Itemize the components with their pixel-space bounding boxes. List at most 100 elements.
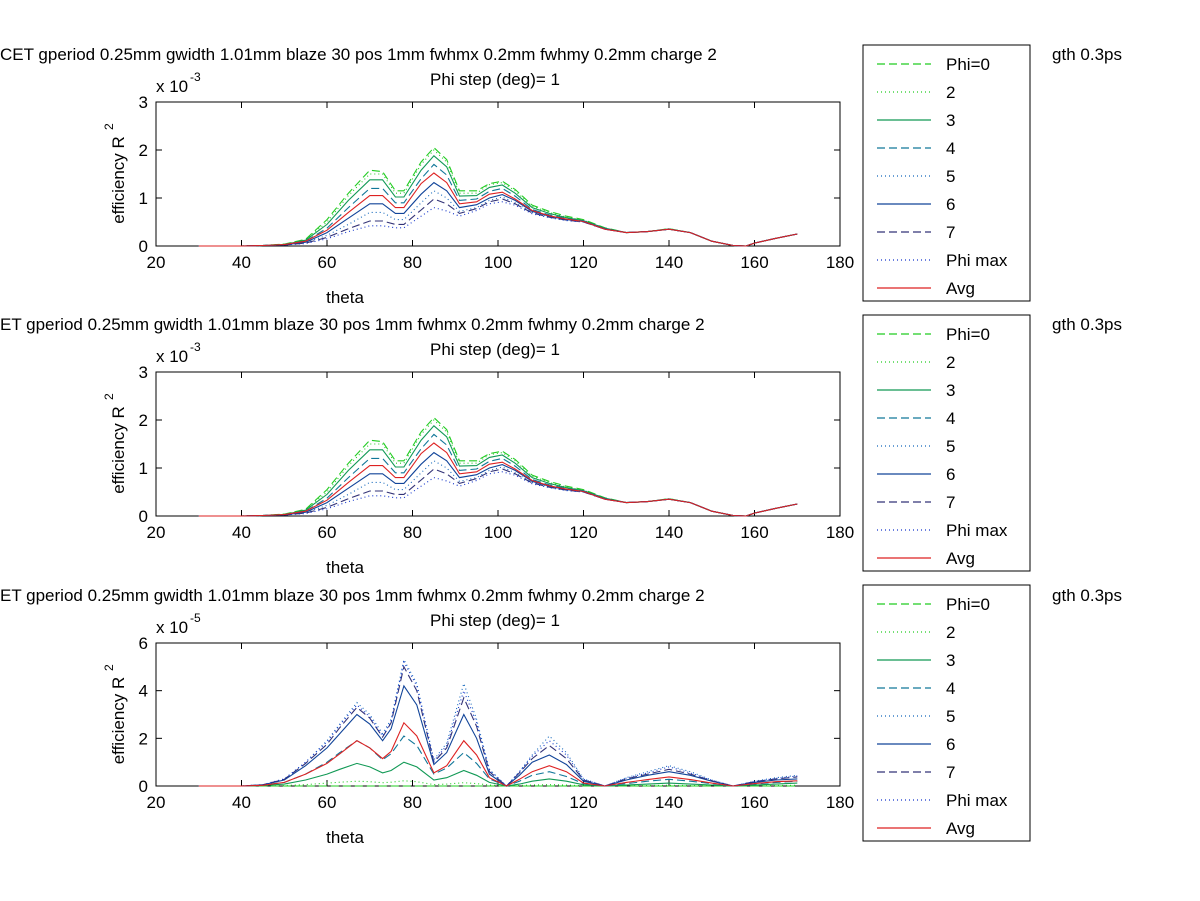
x-tick-label: 180 xyxy=(826,523,854,542)
legend-label: Avg xyxy=(946,279,975,298)
x-tick-label: 20 xyxy=(147,253,166,272)
y-axis-label: efficiency R xyxy=(109,136,128,224)
y-tick-label: 2 xyxy=(139,141,148,160)
series-line-4 xyxy=(198,433,798,517)
chart-title-tail: gth 0.3ps xyxy=(1052,586,1122,605)
x-tick-label: 100 xyxy=(484,523,512,542)
series-line-7 xyxy=(198,468,798,517)
x-tick-label: 180 xyxy=(826,253,854,272)
legend-label: 6 xyxy=(946,465,955,484)
y-multiplier-exponent: -3 xyxy=(190,340,201,354)
series-line-2 xyxy=(198,419,798,517)
series-line-4 xyxy=(198,735,798,787)
legend-label: 7 xyxy=(946,223,955,242)
x-tick-label: 80 xyxy=(403,523,422,542)
series-line-5 xyxy=(198,658,798,787)
plot-area xyxy=(155,642,841,787)
y-tick-label: 0 xyxy=(139,777,148,796)
y-tick-label: 1 xyxy=(139,189,148,208)
legend-label: 4 xyxy=(946,409,955,428)
series-line-9 xyxy=(198,721,798,787)
series-line-8 xyxy=(198,660,798,787)
legend-box xyxy=(862,584,1031,842)
y-multiplier: x 10 xyxy=(156,618,188,637)
series-line-5 xyxy=(198,460,798,517)
x-tick-label: 60 xyxy=(318,793,337,812)
legend-label: 5 xyxy=(946,707,955,726)
chart-title: ET gperiod 0.25mm gwidth 1.01mm blaze 30… xyxy=(0,586,705,605)
series-line-3 xyxy=(198,425,798,517)
y-multiplier-exponent: -5 xyxy=(190,611,201,625)
series-line-3 xyxy=(198,155,798,247)
series-line-1 xyxy=(198,416,798,517)
legend-label: 3 xyxy=(946,651,955,670)
legend-label: 3 xyxy=(946,381,955,400)
chart-panel-3: ET gperiod 0.25mm gwidth 1.01mm blaze 30… xyxy=(0,584,1122,847)
x-tick-label: 100 xyxy=(484,793,512,812)
x-tick-label: 120 xyxy=(569,253,597,272)
x-tick-label: 60 xyxy=(318,523,337,542)
x-tick-label: 160 xyxy=(740,523,768,542)
x-tick-label: 80 xyxy=(403,253,422,272)
legend-label: 5 xyxy=(946,167,955,186)
series-line-7 xyxy=(198,665,798,787)
series-line-7 xyxy=(198,198,798,247)
y-multiplier-exponent: -3 xyxy=(190,70,201,84)
y-tick-label: 6 xyxy=(139,634,148,653)
y-tick-label: 3 xyxy=(139,93,148,112)
y-axis-label-exponent: 2 xyxy=(102,664,116,671)
chart-title-tail: gth 0.3ps xyxy=(1052,315,1122,334)
chart-title: ET gperiod 0.25mm gwidth 1.01mm blaze 30… xyxy=(0,315,705,334)
x-tick-label: 80 xyxy=(403,793,422,812)
x-tick-label: 20 xyxy=(147,793,166,812)
x-tick-label: 140 xyxy=(655,793,683,812)
y-axis-label-exponent: 2 xyxy=(102,393,116,400)
y-multiplier: x 10 xyxy=(156,77,188,96)
series-line-9 xyxy=(198,172,798,247)
legend-label: Phi=0 xyxy=(946,55,990,74)
legend-label: Phi max xyxy=(946,251,1008,270)
chart-panel-2: ET gperiod 0.25mm gwidth 1.01mm blaze 30… xyxy=(0,314,1122,577)
x-axis-label: theta xyxy=(326,288,364,307)
chart-title: CET gperiod 0.25mm gwidth 1.01mm blaze 3… xyxy=(0,45,717,64)
x-axis-label: theta xyxy=(326,828,364,847)
y-axis-label: efficiency R xyxy=(109,406,128,494)
y-axis-label-exponent: 2 xyxy=(102,123,116,130)
x-tick-label: 60 xyxy=(318,253,337,272)
y-tick-label: 1 xyxy=(139,459,148,478)
y-tick-label: 0 xyxy=(139,507,148,526)
legend-label: 7 xyxy=(946,493,955,512)
legend-label: Phi=0 xyxy=(946,325,990,344)
y-tick-label: 2 xyxy=(139,729,148,748)
legend-label: 2 xyxy=(946,353,955,372)
series-line-2 xyxy=(198,149,798,247)
legend-label: 4 xyxy=(946,679,955,698)
plot-area xyxy=(155,101,841,247)
legend-box xyxy=(862,44,1031,302)
x-tick-label: 120 xyxy=(569,523,597,542)
chart-subtitle: Phi step (deg)= 1 xyxy=(430,611,560,630)
x-tick-label: 100 xyxy=(484,253,512,272)
y-multiplier: x 10 xyxy=(156,347,188,366)
legend-label: 7 xyxy=(946,763,955,782)
series-line-6 xyxy=(198,181,798,247)
legend-label: Phi max xyxy=(946,521,1008,540)
x-tick-label: 180 xyxy=(826,793,854,812)
legend-label: Avg xyxy=(946,819,975,838)
legend-label: 5 xyxy=(946,437,955,456)
x-tick-label: 120 xyxy=(569,793,597,812)
chart-title-tail: gth 0.3ps xyxy=(1052,45,1122,64)
x-tick-label: 40 xyxy=(232,253,251,272)
y-axis-label: efficiency R xyxy=(109,677,128,765)
chart-subtitle: Phi step (deg)= 1 xyxy=(430,70,560,89)
legend-box xyxy=(862,314,1031,572)
legend-label: 4 xyxy=(946,139,955,158)
x-tick-label: 160 xyxy=(740,793,768,812)
legend-label: Avg xyxy=(946,549,975,568)
legend-label: 6 xyxy=(946,195,955,214)
chart-subtitle: Phi step (deg)= 1 xyxy=(430,340,560,359)
series-line-5 xyxy=(198,190,798,247)
x-tick-label: 160 xyxy=(740,253,768,272)
x-tick-label: 20 xyxy=(147,523,166,542)
legend-label: 2 xyxy=(946,83,955,102)
